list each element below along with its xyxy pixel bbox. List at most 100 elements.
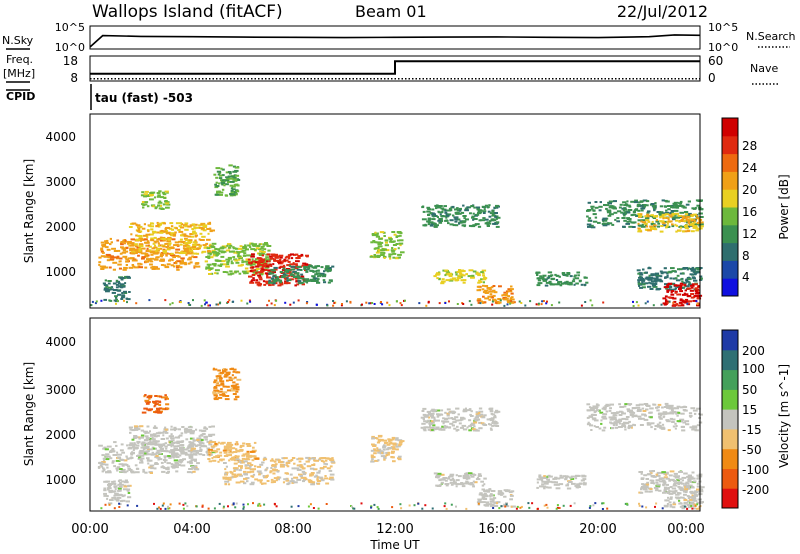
power-cell [389, 238, 392, 241]
power-cell [229, 270, 233, 273]
velocity-cell [165, 397, 169, 400]
power-cell [154, 250, 159, 253]
velocity-cell [273, 465, 277, 468]
power-cell [111, 247, 116, 250]
power-cell [255, 265, 260, 268]
power-cell [692, 221, 696, 224]
power-cell [645, 204, 649, 207]
velocity-cell [698, 413, 701, 415]
power-cell [468, 224, 474, 227]
power-speckle [491, 300, 494, 303]
power-speckle [499, 299, 502, 302]
velocity-cell [459, 426, 464, 429]
velocity-cell [640, 472, 643, 475]
velocity-cell [613, 412, 616, 414]
power-cell [138, 243, 144, 246]
velocity-cell [143, 430, 148, 433]
velocity-cell [152, 433, 157, 436]
power-cell [121, 292, 124, 294]
velocity-cell [150, 434, 153, 437]
velocity-cell [450, 479, 452, 482]
power-cell [109, 288, 114, 291]
power-cell [391, 231, 396, 233]
power-cell [192, 244, 198, 247]
velocity-cell [376, 437, 379, 440]
power-cell [158, 207, 164, 210]
power-cell [217, 264, 222, 267]
power-cell [130, 251, 136, 254]
power-speckle [635, 301, 638, 304]
power-cell [144, 253, 149, 256]
power-cell [260, 263, 265, 266]
velocity-speckle [505, 503, 508, 506]
velocity-cell [662, 411, 668, 414]
velocity-cell [226, 443, 230, 446]
power-cell [690, 269, 694, 272]
power-cell [637, 227, 641, 230]
velocity-cell [655, 406, 659, 409]
velocity-cell [566, 483, 570, 486]
velocity-cell [485, 501, 489, 504]
power-speckle [537, 302, 540, 305]
power-cell [482, 295, 485, 298]
power-cell [681, 283, 687, 286]
velocity-cell [591, 417, 596, 420]
velocity-cell [219, 371, 224, 374]
power-cell [667, 296, 672, 299]
power-cell [693, 288, 697, 291]
power-cell [624, 212, 627, 215]
power-cell [98, 256, 102, 259]
power-cell [687, 221, 691, 224]
velocity-cell [478, 427, 483, 430]
power-cell [461, 221, 466, 224]
power-cell [226, 244, 229, 247]
power-cell [444, 211, 448, 214]
velocity-cell [613, 421, 617, 424]
power-cell [118, 260, 121, 263]
power-cell [468, 269, 474, 272]
velocity-cell [190, 456, 193, 459]
power-speckle [632, 305, 635, 307]
power-cell [233, 183, 238, 186]
velocity-colorbar [722, 330, 738, 509]
velocity-cell [103, 480, 109, 483]
velocity-cell [608, 416, 613, 419]
power-cell [323, 270, 326, 273]
velocity-cell [141, 444, 145, 446]
power-cell [608, 202, 612, 205]
velocity-cell [662, 479, 666, 482]
velocity-colorbar-swatch [722, 389, 738, 410]
power-cell [454, 279, 459, 282]
power-cell [103, 284, 108, 287]
velocity-speckle [431, 507, 434, 510]
velocity-cell [157, 411, 163, 414]
power-cell [558, 275, 561, 278]
velocity-cell [696, 407, 701, 410]
velocity-cell [116, 466, 121, 469]
velocity-cell [279, 463, 284, 466]
power-cell [149, 233, 154, 236]
power-cell [312, 270, 315, 273]
power-speckle [652, 304, 655, 307]
power-cell [283, 274, 286, 277]
power-cell [616, 217, 620, 220]
velocity-cell [371, 443, 375, 446]
power-cell [141, 247, 146, 250]
velocity-speckle [164, 507, 167, 510]
velocity-cell [246, 454, 250, 457]
power-speckle [602, 301, 605, 304]
velocity-cell [684, 420, 690, 423]
power-speckle [591, 304, 594, 307]
power-cell [157, 204, 161, 207]
power-cell [219, 174, 223, 177]
velocity-cell [680, 412, 685, 415]
velocity-cell [672, 501, 676, 504]
velocity-cell [165, 447, 168, 450]
power-cell [249, 266, 252, 269]
power-cell [137, 254, 140, 257]
velocity-cell [243, 470, 247, 473]
power-cell [154, 241, 157, 244]
velocity-cell [113, 480, 116, 483]
power-cell [542, 279, 547, 282]
velocity-cell [266, 480, 270, 482]
